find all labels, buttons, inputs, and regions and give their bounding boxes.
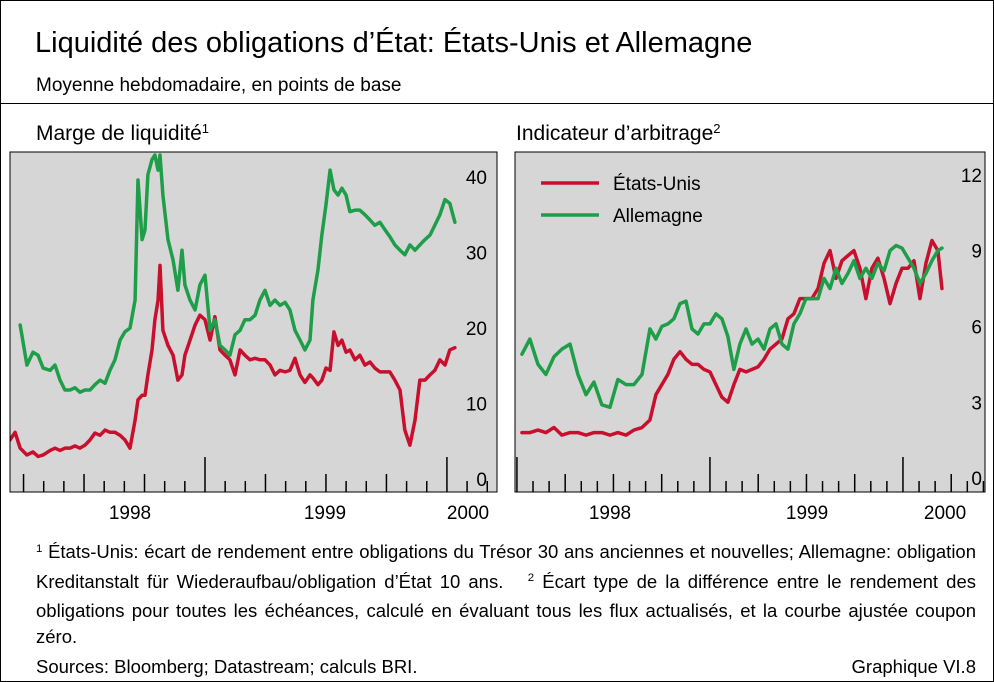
- y-tick-label: 30: [466, 243, 487, 264]
- panel-title-text: Marge de liquidité: [36, 122, 202, 145]
- y-tick-label: 10: [466, 395, 487, 416]
- y-tick-label: 3: [971, 393, 982, 414]
- panel-title: Indicateur d’arbitrage2: [516, 120, 721, 146]
- x-tick-label: 1998: [109, 503, 151, 524]
- series-line: [520, 238, 944, 437]
- y-tick-label: 12: [961, 166, 982, 187]
- footnote-text: États-Unis: écart de rendement entre obl…: [36, 541, 977, 592]
- footnote-ref: 2: [713, 120, 721, 136]
- footnote-marker: 1: [36, 542, 43, 555]
- footnote-text: Écart type de la différence entre le ren…: [36, 570, 977, 647]
- y-tick-label: 6: [971, 317, 982, 338]
- x-tick-label: 1999: [304, 503, 346, 524]
- series-line: [18, 153, 457, 395]
- footnotes: 1 États-Unis: écart de rendement entre o…: [36, 539, 976, 649]
- footnote-marker: 2: [527, 572, 535, 585]
- sources: Sources: Bloomberg; Datastream; calculs …: [36, 656, 418, 677]
- y-tick-label: 9: [971, 242, 982, 263]
- x-tick-label: 2000: [924, 503, 966, 524]
- legend-label: États-Unis: [613, 174, 701, 195]
- x-tick-label: 1998: [589, 503, 631, 524]
- figure-subtitle: Moyenne hebdomadaire, en points de base: [36, 75, 402, 96]
- divider: [1, 103, 993, 104]
- y-tick-label: 0: [971, 469, 982, 490]
- plot-frame: [9, 151, 498, 493]
- y-tick-label: 0: [476, 470, 487, 491]
- x-tick-label: 1999: [786, 503, 828, 524]
- figure-title: Liquidité des obligations d’État: États-…: [35, 27, 753, 59]
- figure-label: Graphique VI.8: [851, 656, 976, 677]
- series-group: [10, 153, 457, 459]
- panel-title-text: Indicateur d’arbitrage: [516, 122, 714, 145]
- x-tick-label: 2000: [447, 503, 489, 524]
- legend-label: Allemagne: [613, 206, 703, 227]
- plot-frame: [514, 151, 986, 493]
- series-line: [520, 243, 944, 410]
- y-tick-label: 20: [466, 319, 487, 340]
- series-group: [520, 238, 944, 437]
- plot-background: [515, 152, 985, 492]
- y-tick-label: 40: [466, 168, 487, 189]
- panel-title: Marge de liquidité1: [36, 120, 210, 146]
- plot-background: [10, 152, 497, 492]
- footnote-ref: 1: [201, 120, 210, 136]
- series-line: [10, 263, 457, 459]
